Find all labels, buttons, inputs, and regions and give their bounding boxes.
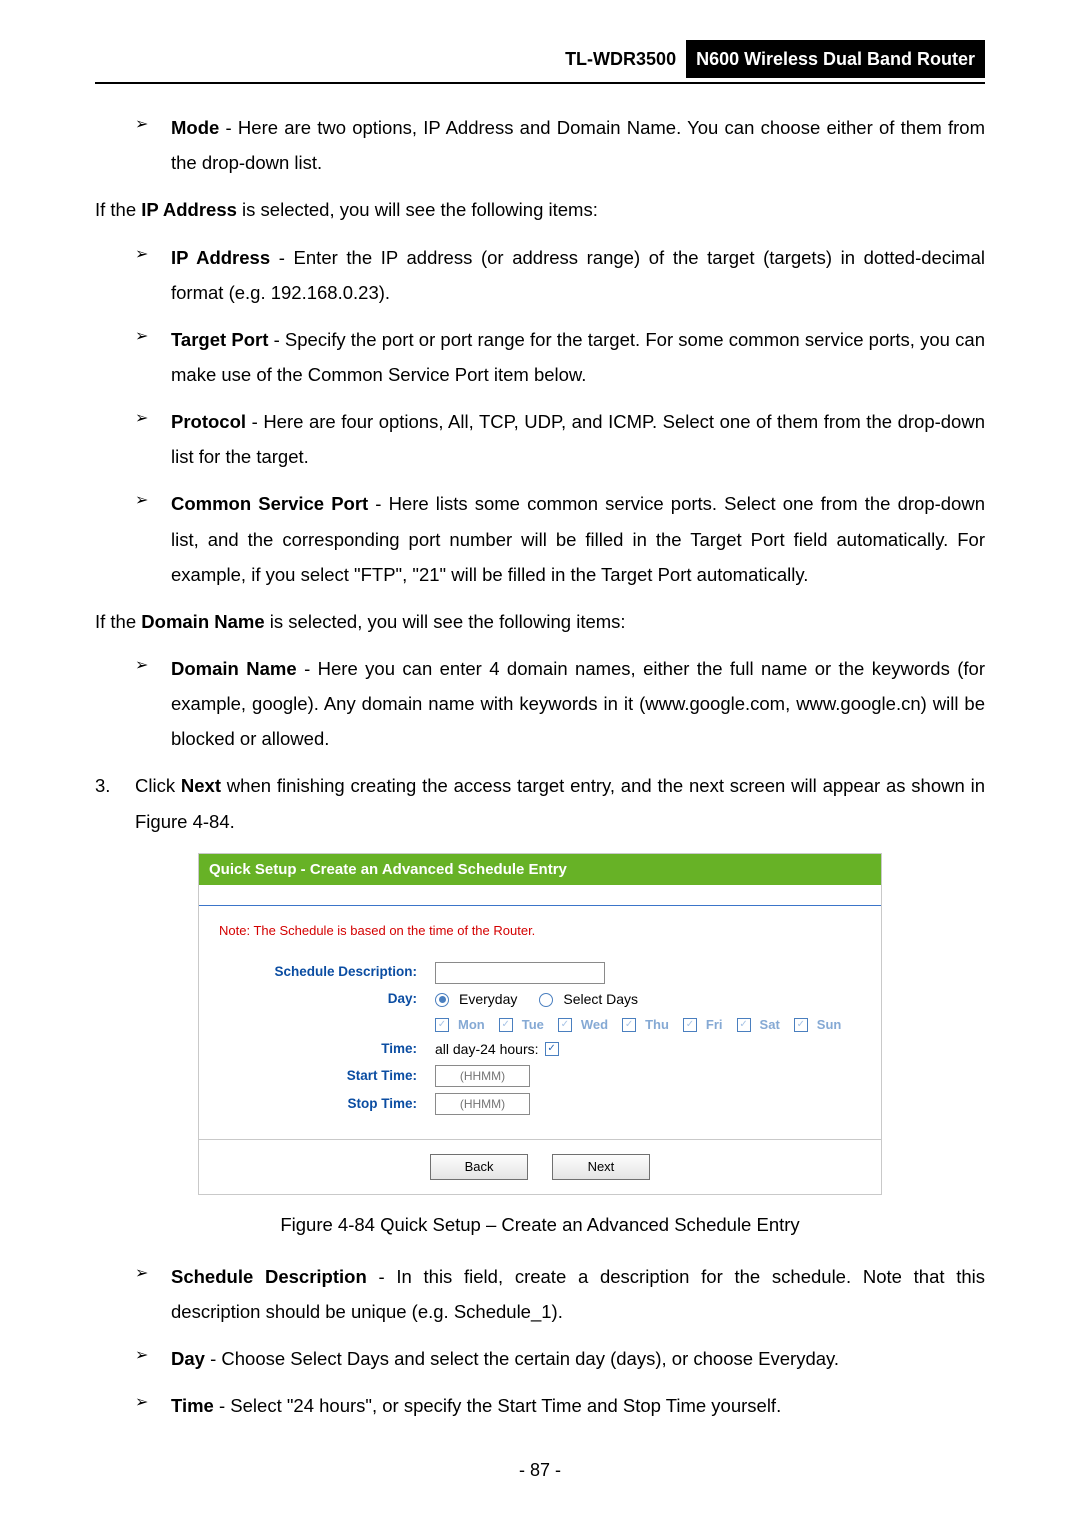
- bullet-protocol: ➢ Protocol - Here are four options, All,…: [135, 404, 985, 474]
- day-label-fri: Fri: [706, 1016, 723, 1034]
- ip-selected-intro: If the IP Address is selected, you will …: [95, 192, 985, 227]
- bullet-day: ➢ Day - Choose Select Days and select th…: [135, 1341, 985, 1376]
- bullet-icon: ➢: [135, 240, 171, 310]
- bullet-common-service-port: ➢ Common Service Port - Here lists some …: [135, 486, 985, 591]
- next-button[interactable]: Next: [552, 1154, 650, 1180]
- bullet-schedule-description: ➢ Schedule Description - In this field, …: [135, 1259, 985, 1329]
- bullet-icon: ➢: [135, 1388, 171, 1423]
- days-row: Mon Tue Wed Thu Fri Sat Sun: [435, 1016, 861, 1034]
- schedule-description-label: Schedule Description:: [219, 963, 435, 982]
- bullet-icon: ➢: [135, 651, 171, 756]
- day-checkbox-wed[interactable]: [558, 1018, 572, 1032]
- panel-note: Note: The Schedule is based on the time …: [199, 905, 881, 950]
- schedule-description-input[interactable]: [435, 962, 605, 984]
- day-label-wed: Wed: [581, 1016, 608, 1034]
- bullet-icon: ➢: [135, 1259, 171, 1329]
- day-checkbox-sun[interactable]: [794, 1018, 808, 1032]
- day-checkbox-thu[interactable]: [622, 1018, 636, 1032]
- day-label-tue: Tue: [522, 1016, 544, 1034]
- bullet-target-port: ➢ Target Port - Specify the port or port…: [135, 322, 985, 392]
- everyday-label: Everyday: [459, 990, 517, 1010]
- all-day-checkbox[interactable]: [545, 1042, 559, 1056]
- start-time-input[interactable]: [435, 1065, 530, 1087]
- select-days-label: Select Days: [563, 990, 638, 1010]
- day-label-sun: Sun: [817, 1016, 842, 1034]
- domain-selected-intro: If the Domain Name is selected, you will…: [95, 604, 985, 639]
- bullet-icon: ➢: [135, 322, 171, 392]
- time-label: Time:: [219, 1040, 435, 1059]
- bullet-domain-name: ➢ Domain Name - Here you can enter 4 dom…: [135, 651, 985, 756]
- bullet-time: ➢ Time - Select "24 hours", or specify t…: [135, 1388, 985, 1423]
- day-label-mon: Mon: [458, 1016, 485, 1034]
- panel-title: Quick Setup - Create an Advanced Schedul…: [199, 854, 881, 885]
- day-checkbox-sat[interactable]: [737, 1018, 751, 1032]
- page-header: TL-WDR3500 N600 Wireless Dual Band Route…: [95, 40, 985, 84]
- bullet-icon: ➢: [135, 110, 171, 180]
- day-checkbox-tue[interactable]: [499, 1018, 513, 1032]
- start-time-label: Start Time:: [219, 1067, 435, 1086]
- model-number: TL-WDR3500: [555, 40, 686, 78]
- bullet-icon: ➢: [135, 1341, 171, 1376]
- day-checkbox-fri[interactable]: [683, 1018, 697, 1032]
- select-days-radio[interactable]: [539, 993, 553, 1007]
- stop-time-label: Stop Time:: [219, 1095, 435, 1114]
- step-3: 3. Click Next when finishing creating th…: [95, 768, 985, 838]
- day-checkbox-mon[interactable]: [435, 1018, 449, 1032]
- bullet-ip-address: ➢ IP Address - Enter the IP address (or …: [135, 240, 985, 310]
- all-day-text: all day-24 hours:: [435, 1040, 539, 1060]
- day-label: Day:: [219, 990, 435, 1009]
- page-number: - 87 -: [95, 1453, 985, 1487]
- schedule-entry-panel: Quick Setup - Create an Advanced Schedul…: [198, 853, 882, 1196]
- bullet-mode: ➢ Mode - Here are two options, IP Addres…: [135, 110, 985, 180]
- product-name: N600 Wireless Dual Band Router: [686, 40, 985, 78]
- bullet-icon: ➢: [135, 486, 171, 591]
- figure-caption: Figure 4-84 Quick Setup – Create an Adva…: [95, 1207, 985, 1242]
- everyday-radio[interactable]: [435, 993, 449, 1007]
- bullet-icon: ➢: [135, 404, 171, 474]
- day-label-thu: Thu: [645, 1016, 669, 1034]
- day-label-sat: Sat: [760, 1016, 780, 1034]
- back-button[interactable]: Back: [430, 1154, 528, 1180]
- stop-time-input[interactable]: [435, 1093, 530, 1115]
